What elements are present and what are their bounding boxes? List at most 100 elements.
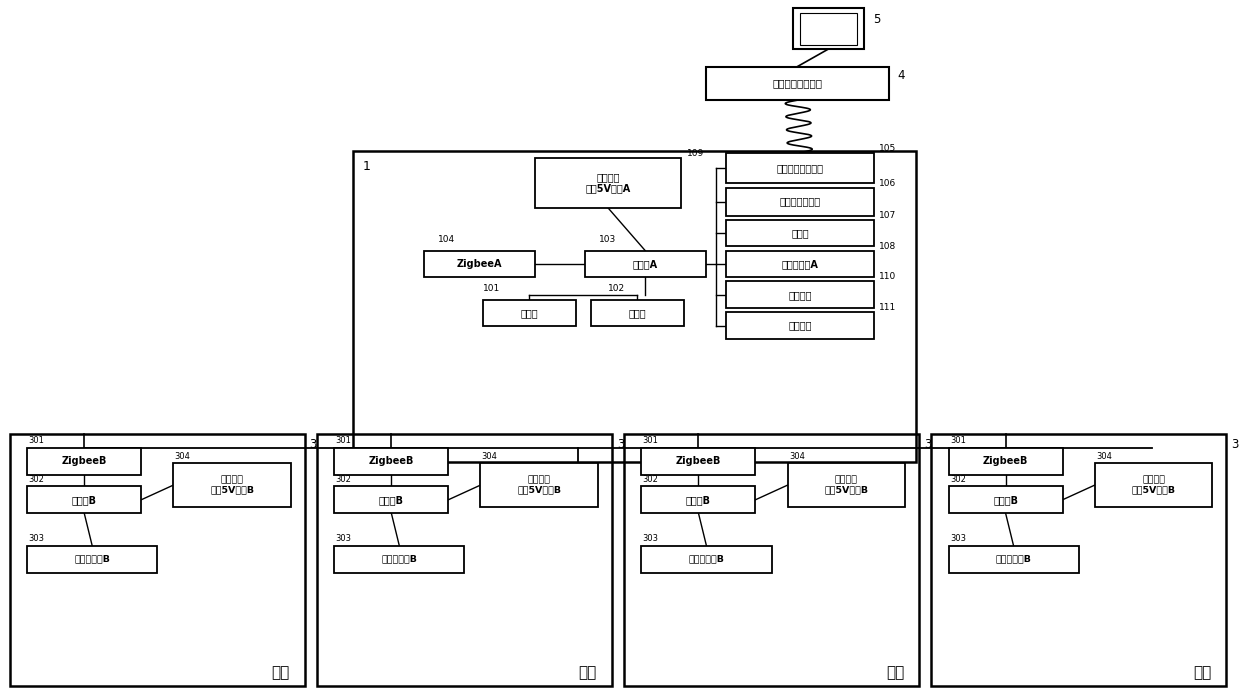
Text: 3: 3 [616,438,624,451]
Bar [335,546,465,573]
Text: 惯量传感器B: 惯量传感器B [688,555,724,564]
Text: 5: 5 [873,13,880,26]
Bar [949,486,1063,513]
Text: 4: 4 [898,69,905,82]
Text: 304: 304 [789,452,805,461]
Text: 存储器: 存储器 [791,228,808,238]
Text: 110: 110 [879,272,897,281]
Bar [424,251,534,277]
Text: 304: 304 [481,452,497,461]
Text: 302: 302 [642,475,658,484]
Text: 惯量传感器A: 惯量传感器A [781,259,818,269]
Bar [335,448,449,475]
Text: 稳压降压
输出5V模块A: 稳压降压 输出5V模块A [585,172,631,193]
Text: 惯量传感器B: 惯量传感器B [74,555,110,564]
Text: 无线信号发射模块: 无线信号发射模块 [776,163,823,173]
Bar [725,153,874,183]
Text: 303: 303 [950,534,966,543]
Bar [641,546,771,573]
Bar [949,448,1063,475]
Bar [949,546,1079,573]
Text: 302: 302 [336,475,351,484]
Text: 加速度采集模块: 加速度采集模块 [780,197,821,206]
Text: ZigbeeB: ZigbeeB [62,456,107,466]
Text: 302: 302 [29,475,45,484]
Bar [480,463,598,507]
Text: 稳压降压
输出5V模块B: 稳压降压 输出5V模块B [211,475,254,495]
Text: 106: 106 [879,178,897,188]
Text: 单片机A: 单片机A [632,259,657,269]
Text: 定位模块: 定位模块 [789,321,812,330]
Bar [931,434,1226,686]
Bar [27,448,141,475]
Bar [787,463,905,507]
Text: 303: 303 [642,534,658,543]
Bar [353,150,916,462]
Bar [584,251,706,277]
Bar [482,300,575,326]
Bar [725,188,874,216]
Text: 3: 3 [1231,438,1239,451]
Text: 蜂鸣器: 蜂鸣器 [521,308,538,318]
Text: 单片机B: 单片机B [72,495,97,505]
Bar [624,434,919,686]
Text: 102: 102 [608,284,625,293]
Text: 稳压降压
输出5V模块B: 稳压降压 输出5V模块B [825,475,868,495]
Bar [174,463,291,507]
Text: 301: 301 [336,436,351,445]
Text: 复位按鈕: 复位按鈕 [789,290,812,300]
Bar [1095,463,1213,507]
Text: 103: 103 [599,234,616,244]
Text: 111: 111 [879,303,897,312]
Text: 无线信号接收模块: 无线信号接收模块 [773,78,822,88]
Text: 单片机B: 单片机B [686,495,711,505]
Bar [10,434,305,686]
Bar [725,220,874,246]
Bar [317,434,611,686]
Bar [641,448,755,475]
Text: 301: 301 [950,436,966,445]
Text: 3: 3 [310,438,317,451]
Text: 302: 302 [950,475,966,484]
Bar [725,251,874,277]
Text: 单片机B: 单片机B [379,495,404,505]
Bar [725,312,874,339]
Text: 105: 105 [879,144,897,153]
Text: 手腕: 手腕 [272,666,290,680]
Bar [800,13,857,45]
Text: 报警灯: 报警灯 [629,308,646,318]
Bar [27,486,141,513]
Text: ZigbeeB: ZigbeeB [368,456,414,466]
Text: 109: 109 [687,149,704,158]
Text: 稳压降压
输出5V模块B: 稳压降压 输出5V模块B [1132,475,1176,495]
Text: 单片机B: 单片机B [993,495,1018,505]
Text: 手腕: 手腕 [579,666,596,680]
Text: 303: 303 [336,534,352,543]
Bar [706,66,889,100]
Text: 惯量传感器B: 惯量传感器B [996,555,1032,564]
Text: 107: 107 [879,211,897,220]
Bar [534,158,681,208]
Text: 303: 303 [29,534,45,543]
Bar [590,300,683,326]
Text: ZigbeeA: ZigbeeA [456,259,502,269]
Text: 脚腕: 脚腕 [885,666,904,680]
Text: 304: 304 [175,452,191,461]
Text: 脚腕: 脚腕 [1193,666,1211,680]
Bar [792,8,864,49]
Text: ZigbeeB: ZigbeeB [676,456,722,466]
Text: ZigbeeB: ZigbeeB [983,456,1028,466]
Text: 301: 301 [642,436,658,445]
Bar [725,281,874,308]
Text: 3: 3 [924,438,931,451]
Text: 304: 304 [1096,452,1112,461]
Bar [641,486,755,513]
Text: 惯量传感器B: 惯量传感器B [382,555,418,564]
Text: 104: 104 [439,234,455,244]
Bar [27,546,157,573]
Text: 101: 101 [482,284,500,293]
Text: 稳压降压
输出5V模块B: 稳压降压 输出5V模块B [517,475,562,495]
Text: 301: 301 [29,436,45,445]
Text: 1: 1 [363,160,371,173]
Text: 108: 108 [879,241,897,251]
